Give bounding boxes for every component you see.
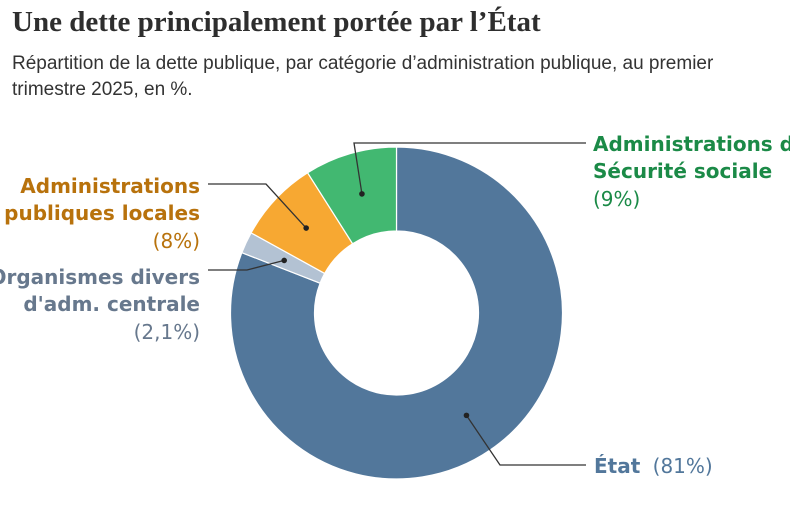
slice-label-apul-line-1: Administrations bbox=[20, 174, 200, 198]
slice-label-asso-line-1: Administrations de bbox=[593, 132, 790, 156]
callout-dot-etat bbox=[463, 412, 470, 419]
slice-label-etat-name: État bbox=[594, 454, 641, 478]
chart-subtitle: Répartition de la dette publique, par ca… bbox=[12, 53, 714, 100]
slice-label-apul-value: (8%) bbox=[153, 229, 200, 253]
slices-layer bbox=[229, 146, 564, 480]
callouts-layer bbox=[208, 142, 586, 466]
slice-label-odac-line-1: Organismes divers bbox=[0, 265, 200, 289]
callout-line-odac bbox=[208, 259, 285, 271]
callout-line-etat bbox=[465, 415, 586, 466]
slice-asso bbox=[306, 146, 398, 245]
slice-label-asso-line-2: Sécurité sociale bbox=[593, 159, 772, 183]
callout-line-apul bbox=[208, 183, 307, 229]
slice-label-odac-value: (2,1%) bbox=[134, 320, 200, 344]
slice-label-asso-value: (9%) bbox=[593, 187, 640, 211]
slice-label-odac-line-2: d'adm. centrale bbox=[23, 292, 200, 316]
callout-dot-odac bbox=[281, 257, 287, 264]
callout-dot-asso bbox=[359, 191, 365, 197]
slice-etat bbox=[229, 146, 564, 480]
callout-dot-apul bbox=[303, 225, 309, 231]
callout-line-asso bbox=[353, 142, 586, 195]
chart-title: Une dette principalement portée par l’Ét… bbox=[12, 6, 541, 38]
slice-label-etat: État (81%) bbox=[594, 454, 713, 478]
slice-label-etat-value: (81%) bbox=[653, 454, 713, 478]
slice-label-apul-line-2: publiques locales bbox=[4, 201, 200, 225]
